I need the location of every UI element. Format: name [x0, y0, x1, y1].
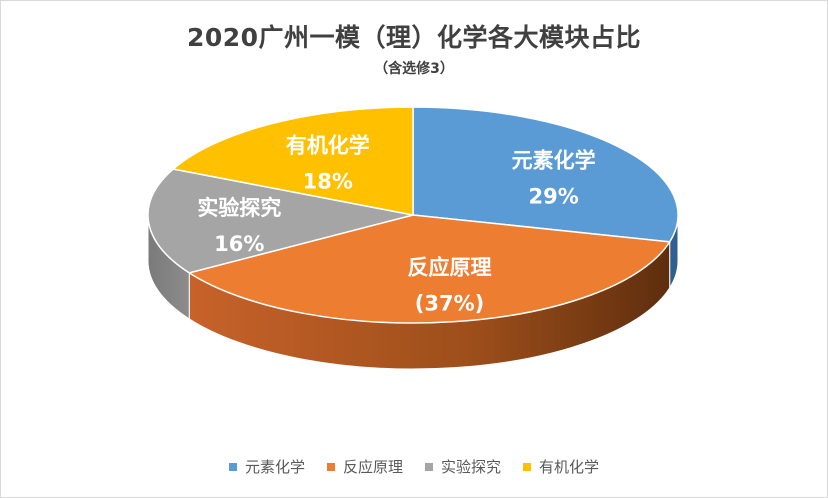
chart-subtitle: （含选修3）: [374, 61, 454, 77]
slice-category-label: 元素化学: [512, 148, 596, 172]
legend-swatch: [425, 462, 433, 471]
legend-label: 有机化学: [539, 458, 600, 476]
legend-label: 元素化学: [244, 458, 305, 476]
pie-slice-有机化学[interactable]: [171, 106, 414, 216]
pie-slice-实验探究[interactable]: [147, 168, 414, 274]
legend-swatch: [326, 462, 335, 471]
legend-label: 反应原理: [342, 458, 403, 476]
slice-category-label: 有机化学: [286, 133, 370, 157]
slice-category-label: 反应原理: [408, 255, 492, 279]
legend: 元素化学 反应原理 实验探究 有机化学: [0, 456, 828, 477]
pie-slice-元素化学[interactable]: [412, 106, 679, 243]
legend-swatch: [523, 462, 532, 471]
legend-swatch: [228, 462, 237, 471]
legend-item[interactable]: 元素化学: [228, 456, 305, 477]
chart-title: 2020广州一模（理）化学各大模块占比: [186, 23, 642, 52]
legend-label: 实验探究: [441, 458, 502, 476]
slice-value-label: 16%: [214, 232, 264, 256]
slice-value-label: 29%: [529, 184, 579, 208]
slice-value-label: 18%: [303, 169, 353, 193]
legend-item[interactable]: 实验探究: [425, 456, 501, 477]
legend-item[interactable]: 有机化学: [523, 456, 599, 477]
slice-value-label: (37%): [415, 291, 484, 315]
legend-item[interactable]: 反应原理: [326, 456, 403, 477]
slice-category-label: 实验探究: [197, 196, 281, 220]
